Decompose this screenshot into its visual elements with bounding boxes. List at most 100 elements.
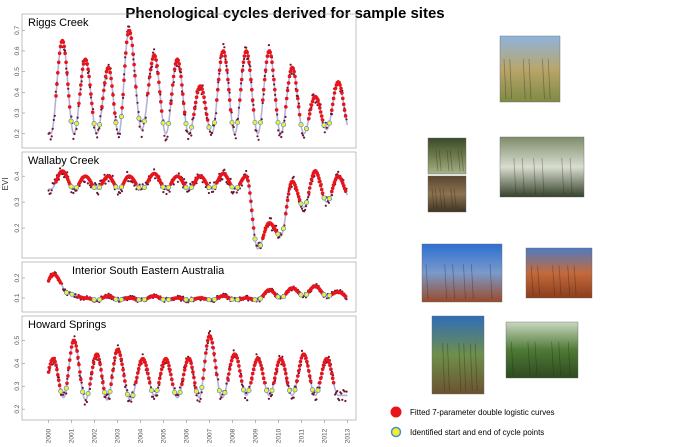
observed-point [193,384,196,387]
observed-point [190,134,193,137]
fitted-curve-point [128,31,133,35]
fitted-curve-point [89,376,93,381]
observed-point [135,94,138,97]
fitted-curve-point [169,101,173,106]
observed-point [232,190,235,194]
observed-point [341,398,344,401]
observed-point [252,103,255,106]
observed-point [207,191,210,195]
observed-point [136,101,139,104]
observed-point [132,58,135,61]
cycle-boundary-point [257,296,264,302]
observed-point [128,25,131,28]
fitted-curve-point [343,189,348,193]
observed-point [62,393,65,396]
fitted-curve-point [292,69,296,74]
fitted-curve-point [307,374,312,378]
photo-area [499,136,585,198]
chart-title: Phenological cycles derived for sample s… [125,5,444,22]
photo-texture [534,341,538,376]
cycle-boundary-point [275,294,281,300]
fitted-curve-point [100,374,104,379]
x-tick-label: 2008 [229,428,236,443]
fitted-curve-point [169,372,173,377]
observed-point [228,91,231,94]
fitted-curve-point [181,101,186,106]
fitted-curve-point [239,77,244,82]
observed-point [123,73,126,76]
fitted-curve-point [284,376,289,381]
observed-point [247,57,250,60]
fitted-curve-point [238,369,242,373]
observed-point [315,398,318,401]
cycle-boundary-point [234,119,241,126]
observed-point [80,80,83,83]
fitted-curve-point [307,369,311,373]
observed-point [286,196,289,199]
fitted-curve-point [180,382,184,387]
observed-point [173,387,176,390]
observed-point [75,127,78,131]
observed-point [64,49,67,52]
observed-point [263,74,266,78]
observed-point [97,128,100,131]
fitted-curve-point [170,92,174,96]
observed-point [198,400,201,403]
fitted-curve-point [101,380,105,385]
fitted-curve-point [317,176,321,180]
observed-point [73,335,76,338]
fitted-curve-point [339,86,343,91]
photo-texture [533,157,537,195]
panel-frame [21,261,357,313]
fitted-curve-point [167,363,171,368]
fitted-curve-point [170,377,174,382]
fitted-curve-point [134,85,138,89]
fitted-curve-point [109,382,113,387]
cycle-boundary-point [189,297,195,303]
fitted-curve-point [56,378,61,383]
fitted-curve-point [173,62,178,66]
photo-texture [438,150,442,172]
fitted-curve-point [272,380,276,385]
fitted-curve-point [117,350,122,354]
observed-point [187,301,190,304]
fitted-curve-point [131,52,135,57]
fitted-curve-point [193,100,198,105]
observed-point [206,341,209,345]
fitted-curve-point [330,189,334,194]
fitted-curve-point [285,88,290,93]
cycle-boundary-point [154,387,160,393]
y-tick-label: 0.2 [14,404,21,413]
fitted-curve-point [47,365,52,370]
observed-point [130,400,133,403]
howard-springs-photo-2 [505,321,579,379]
fitted-curve-point [239,374,243,378]
fitted-curve-point [285,198,290,202]
fitted-curve-point [307,190,311,195]
observed-point [242,64,245,68]
observed-point [338,399,341,402]
observed-point [180,90,184,93]
fitted-curve-point [309,177,314,182]
fitted-curve-point [147,75,152,79]
fitted-curve-point [192,375,196,380]
fitted-curve-point [296,369,301,373]
fitted-curve-point [203,359,207,364]
cycle-boundary-point [234,297,241,303]
cycle-boundary-point [229,184,235,190]
fitted-curve-point [209,337,214,341]
fitted-curve-point [319,187,324,192]
fitted-curve-point [259,363,263,368]
observed-point [176,394,179,397]
observed-point [237,106,240,109]
fitted-curve-point [249,77,253,82]
observed-point [210,131,214,135]
fitted-curve-point [284,105,288,109]
fitted-curve-point [89,92,93,96]
fitted-curve-point [91,360,96,365]
photo-texture [489,264,493,300]
observed-point [64,288,67,291]
fitted-curve-point [229,358,234,363]
fitted-curve-point [179,74,183,79]
fitted-curve-point [216,87,220,92]
